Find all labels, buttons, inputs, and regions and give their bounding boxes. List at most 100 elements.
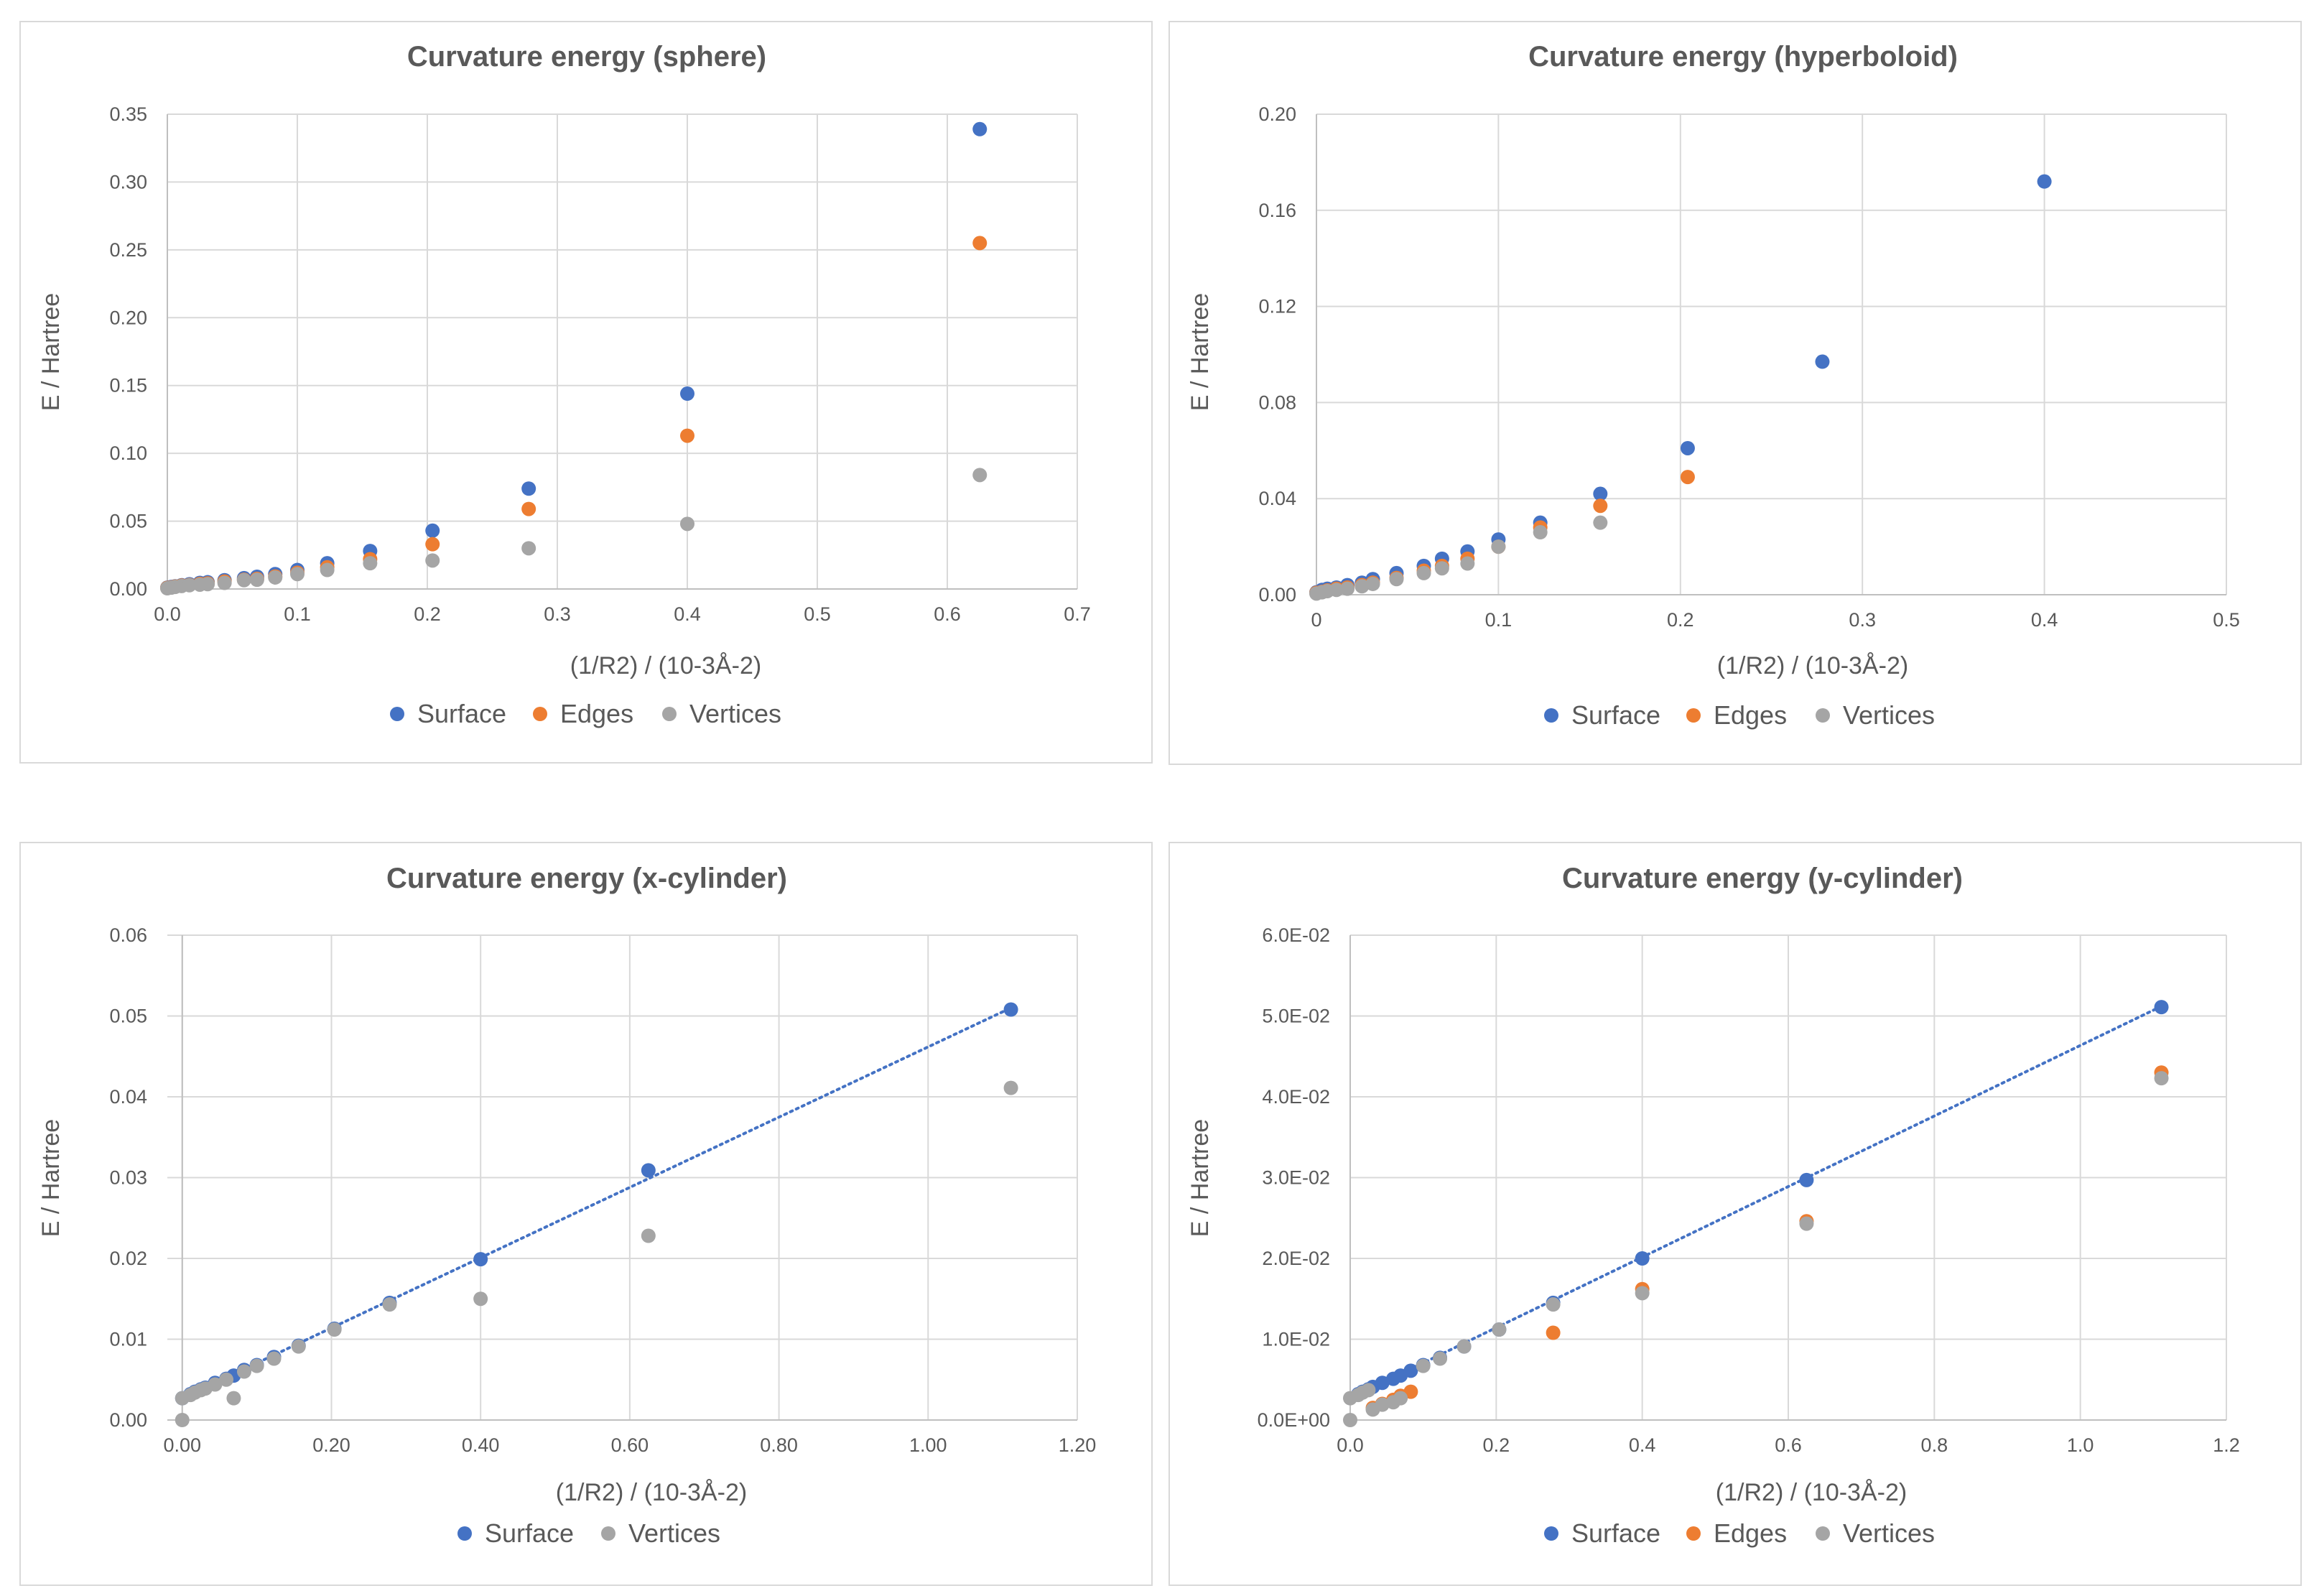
legend-marker — [1816, 1526, 1830, 1541]
legend-label: Surface — [485, 1518, 574, 1548]
y-tick-label: 3.0E-02 — [1262, 1167, 1330, 1189]
chart-panel-y-cylinder — [1168, 842, 2302, 1586]
data-point — [236, 572, 251, 588]
x-tick-label: 0.5 — [804, 603, 831, 625]
legend-label: Surface — [1571, 700, 1660, 730]
data-point — [1593, 498, 1608, 514]
data-point — [219, 1372, 234, 1387]
data-point — [1403, 1384, 1418, 1399]
data-point — [1815, 354, 1830, 369]
data-point — [363, 556, 378, 571]
data-point — [1546, 1297, 1561, 1312]
data-point — [1361, 1383, 1376, 1398]
data-point — [641, 1163, 656, 1178]
data-point — [1635, 1286, 1650, 1301]
chart-panel-hyperboloid — [1168, 21, 2302, 765]
x-tick-label: 1.20 — [1059, 1434, 1097, 1456]
data-point — [425, 553, 440, 568]
data-point — [1533, 525, 1548, 540]
x-tick-label: 0.2 — [414, 603, 441, 625]
legend-marker — [533, 707, 547, 721]
data-point — [1799, 1172, 1814, 1187]
x-axis-label: (1/R2) / (10-3Å-2) — [1717, 652, 1908, 679]
x-tick-label: 0.4 — [674, 603, 701, 625]
data-point — [1433, 1351, 1448, 1366]
data-point — [320, 562, 335, 577]
data-point — [249, 1358, 264, 1373]
data-point — [1343, 1413, 1357, 1427]
data-point — [291, 1339, 306, 1354]
legend-marker — [601, 1526, 615, 1541]
data-point — [521, 541, 536, 556]
chart-panel-x-cylinder — [19, 842, 1153, 1586]
x-tick-label: 0.60 — [611, 1434, 649, 1456]
x-tick-label: 0 — [1311, 609, 1321, 631]
data-point — [226, 1391, 241, 1406]
data-point — [1003, 1080, 1018, 1095]
data-point — [1416, 565, 1431, 580]
x-axis-label: (1/R2) / (10-3Å-2) — [570, 652, 761, 679]
y-tick-label: 0.10 — [109, 442, 147, 464]
data-point — [1593, 486, 1608, 501]
data-point — [680, 516, 694, 532]
series-vertices — [175, 1080, 1018, 1427]
data-point — [1403, 1363, 1418, 1378]
y-tick-label: 0.02 — [109, 1248, 147, 1269]
data-point — [1375, 1397, 1390, 1412]
y-tick-label: 0.01 — [109, 1329, 147, 1350]
x-tick-label: 0.2 — [1667, 609, 1694, 631]
legend-marker — [457, 1526, 472, 1541]
y-tick-label: 5.0E-02 — [1262, 1006, 1330, 1027]
legend-marker — [1686, 1526, 1701, 1541]
data-point — [217, 575, 232, 590]
legend-marker — [662, 707, 677, 721]
y-tick-label: 0.16 — [1258, 200, 1296, 221]
y-tick-label: 0.0E+00 — [1258, 1409, 1330, 1431]
data-point — [1003, 1002, 1018, 1017]
x-tick-label: 0.0 — [154, 603, 181, 625]
data-point — [268, 570, 283, 585]
series-surface — [160, 121, 988, 595]
legend-marker — [1544, 708, 1558, 723]
y-axis-label: E / Hartree — [1186, 293, 1214, 411]
data-point — [249, 572, 264, 588]
legend-label: Vertices — [628, 1518, 720, 1548]
legend-label: Edges — [1714, 700, 1787, 730]
series-vertices — [1343, 1071, 2169, 1427]
legend-label: Vertices — [1843, 700, 1935, 730]
y-axis-label: E / Hartree — [37, 1119, 65, 1237]
x-tick-label: 0.3 — [544, 603, 571, 625]
data-point — [1546, 1325, 1561, 1340]
legend-marker — [1816, 708, 1830, 723]
data-point — [521, 481, 536, 496]
series-vertices — [1309, 515, 1608, 601]
data-point — [327, 1322, 342, 1337]
data-point — [200, 577, 215, 592]
y-tick-label: 0.35 — [109, 103, 147, 125]
x-axis-label: (1/R2) / (10-3Å-2) — [1716, 1479, 1907, 1506]
series-edges — [1365, 1065, 2169, 1416]
data-point — [1416, 1358, 1431, 1373]
data-point — [1389, 572, 1404, 587]
y-tick-label: 0.05 — [109, 1006, 147, 1027]
data-point — [972, 236, 988, 251]
data-point — [1340, 581, 1355, 596]
y-tick-label: 4.0E-02 — [1262, 1086, 1330, 1108]
data-point — [182, 577, 197, 593]
data-point — [425, 537, 440, 552]
data-point — [972, 468, 988, 483]
y-tick-label: 0.05 — [109, 511, 147, 532]
chart-3: Curvature energy (y-cylinder) 0.0 0.2 0.4 0.… — [1186, 863, 2240, 1548]
chart-title: Curvature energy (x-cylinder) — [386, 863, 787, 894]
chart-2: Curvature energy (x-cylinder) 0.00 0.20 0.4… — [37, 863, 1096, 1548]
data-point — [1365, 576, 1380, 591]
y-tick-label: 0.04 — [109, 1086, 147, 1108]
data-point — [290, 567, 305, 582]
data-point — [208, 1377, 223, 1392]
data-point — [175, 1413, 190, 1427]
x-tick-label: 0.00 — [163, 1434, 201, 1456]
data-point — [236, 1364, 251, 1379]
series-vertices — [160, 468, 988, 596]
y-tick-label: 0.06 — [109, 924, 147, 946]
data-point — [641, 1228, 656, 1243]
